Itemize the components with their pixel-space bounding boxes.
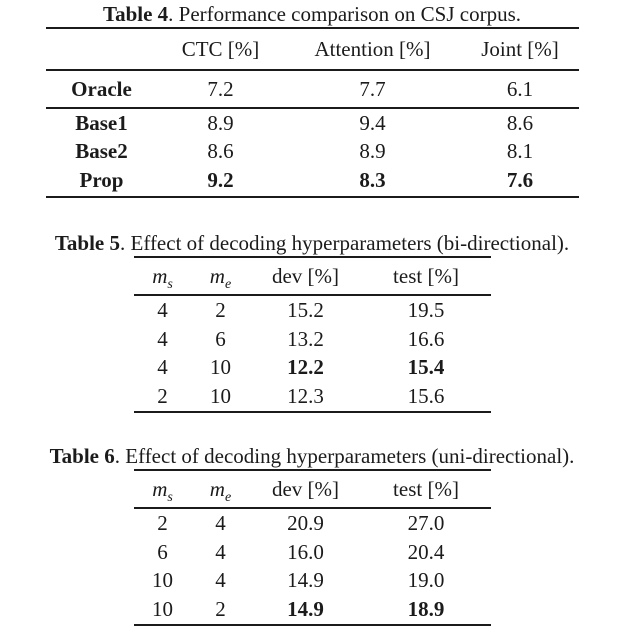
cell-ctc: 9.2 [207, 168, 234, 192]
table4-caption: Table 4. Performance comparison on CSJ c… [0, 2, 624, 26]
me-symbol: me [209, 476, 232, 505]
cell-dev: 13.2 [287, 326, 324, 351]
table5-row: 4 2 15.2 19.5 [134, 295, 491, 325]
cell-dev: 15.2 [287, 298, 324, 322]
table4-header-joint: Joint [%] [481, 36, 559, 61]
cell-dev: 12.3 [287, 383, 324, 408]
table4-row-base2: Base2 8.6 8.9 8.1 [46, 138, 579, 165]
table5-row: 4 6 13.2 16.6 [134, 325, 491, 353]
cell-dev: 14.9 [287, 596, 324, 621]
cell-ms: 4 [157, 298, 168, 322]
table4-caption-text: . Performance comparison on CSJ corpus. [168, 2, 522, 26]
cell-ctc: 8.6 [207, 139, 234, 163]
cell-attention: 7.7 [359, 76, 386, 101]
table4-header-row: CTC [%] Attention [%] Joint [%] [45, 28, 579, 70]
cell-test: 19.5 [407, 298, 445, 322]
table6-header-test: test [%] [393, 476, 459, 501]
cell-test: 18.9 [407, 596, 445, 621]
cell-me: 2 [215, 298, 226, 322]
table5-header-ms: ms [134, 257, 192, 295]
cell-joint: 7.6 [506, 168, 534, 192]
table4: CTC [%] Attention [%] Joint [%] Oracle 7… [45, 27, 579, 198]
row-label: Base2 [75, 139, 128, 163]
cell-test: 20.4 [407, 539, 445, 564]
table5-row: 4 10 12.2 15.4 [134, 353, 491, 381]
table5-caption-label: Table 5 [54, 231, 120, 255]
table6-caption-text: . Effect of decoding hyperparameters (un… [114, 444, 575, 468]
cell-me: 4 [215, 539, 226, 564]
cell-dev: 14.9 [287, 567, 324, 592]
cell-me: 4 [215, 511, 226, 535]
cell-test: 27.0 [407, 511, 445, 535]
cell-ms: 4 [157, 326, 168, 351]
cell-joint: 6.1 [506, 76, 534, 101]
cell-test: 19.0 [407, 567, 445, 592]
cell-test: 15.6 [407, 383, 445, 408]
me-symbol: me [209, 263, 232, 292]
table5-row: 2 10 12.3 15.6 [134, 381, 491, 412]
table5-header-dev: dev [%] [271, 263, 340, 288]
table6-header-ms: ms [134, 470, 192, 508]
row-label: Oracle [71, 76, 132, 101]
table5-header-me: me [192, 257, 250, 295]
ms-symbol: ms [152, 476, 173, 505]
table6-caption-label: Table 6 [49, 444, 115, 468]
cell-ms: 2 [157, 383, 168, 408]
cell-attention: 8.3 [359, 168, 386, 192]
cell-ctc: 7.2 [207, 76, 234, 101]
cell-me: 6 [215, 326, 226, 351]
row-label: Prop [79, 168, 124, 192]
table6-row: 10 4 14.9 19.0 [134, 566, 491, 594]
cell-joint: 8.1 [506, 139, 534, 163]
table5-header-row: ms me dev [%] test [%] [133, 257, 491, 295]
table5-header-test: test [%] [393, 263, 459, 288]
table4-row-oracle: Oracle 7.2 7.7 6.1 [45, 70, 579, 108]
cell-dev: 16.0 [287, 539, 324, 564]
cell-ctc: 8.9 [207, 111, 234, 135]
cell-test: 15.4 [407, 354, 445, 379]
cell-me: 10 [210, 354, 231, 379]
row-label: Base1 [75, 111, 128, 135]
table6-caption: Table 6. Effect of decoding hyperparamet… [0, 444, 624, 468]
table4-header-ctc: CTC [%] [181, 36, 260, 61]
table4-header-empty [46, 28, 158, 70]
cell-ms: 2 [157, 511, 168, 535]
cell-me: 4 [215, 567, 226, 592]
table6-row: 6 4 16.0 20.4 [134, 538, 491, 566]
cell-ms: 10 [152, 596, 173, 621]
table5: ms me dev [%] test [%] 4 2 15.2 19.5 4 6… [133, 256, 491, 413]
cell-me: 10 [210, 383, 231, 408]
cell-ms: 10 [152, 567, 173, 592]
table4-header-attention: Attention [%] [314, 36, 431, 61]
cell-test: 16.6 [407, 326, 445, 351]
cell-ms: 6 [157, 539, 168, 564]
ms-symbol: ms [152, 263, 173, 292]
table4-row-prop: Prop 9.2 8.3 7.6 [46, 165, 579, 197]
table6-row: 10 2 14.9 18.9 [134, 594, 491, 625]
cell-dev: 12.2 [287, 354, 324, 379]
cell-dev: 20.9 [287, 511, 324, 535]
table6-header-row: ms me dev [%] test [%] [133, 470, 491, 508]
table6-header-dev: dev [%] [271, 476, 340, 501]
cell-me: 2 [215, 596, 226, 621]
cell-joint: 8.6 [506, 111, 534, 135]
cell-ms: 4 [157, 354, 168, 379]
table6-row: 2 4 20.9 27.0 [134, 508, 491, 538]
table5-caption: Table 5. Effect of decoding hyperparamet… [0, 231, 624, 255]
table6: ms me dev [%] test [%] 2 4 20.9 27.0 6 4… [133, 469, 491, 626]
cell-attention: 9.4 [359, 111, 386, 135]
table4-caption-label: Table 4 [102, 2, 169, 26]
table5-caption-text: . Effect of decoding hyperparameters (bi… [120, 231, 570, 255]
table6-header-me: me [192, 470, 250, 508]
table4-row-base1: Base1 8.9 9.4 8.6 [46, 108, 579, 138]
cell-attention: 8.9 [359, 139, 386, 163]
